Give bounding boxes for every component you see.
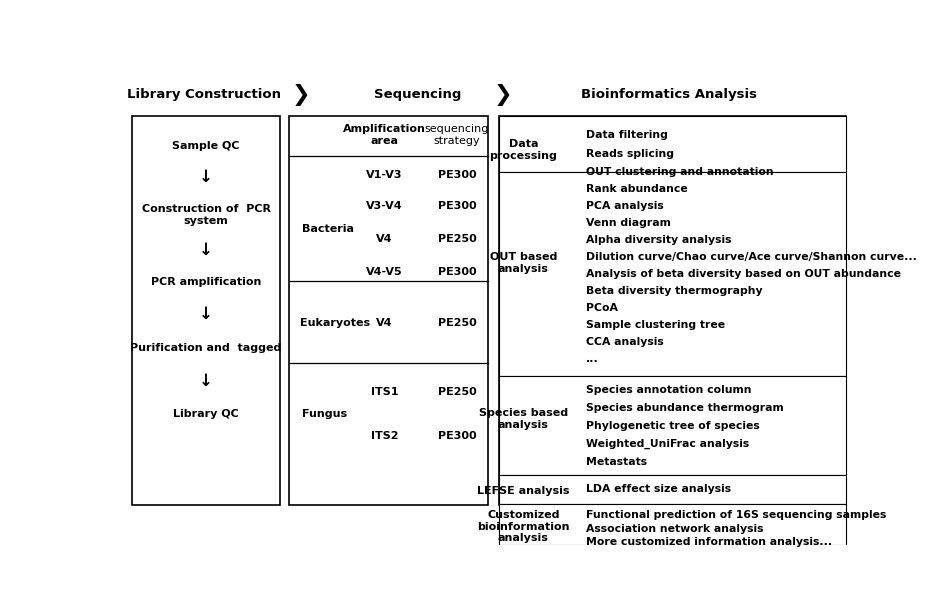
Bar [499,376,845,475]
Text: V4-V5: V4-V5 [367,267,403,277]
Text: PE300: PE300 [438,267,476,277]
Bar [499,173,845,376]
Text: More customized information analysis...: More customized information analysis... [586,537,832,547]
Text: OUT clustering and annotation: OUT clustering and annotation [586,168,774,177]
Bar [288,116,488,505]
Text: ↓: ↓ [199,168,213,186]
Text: Beta diversity thermography: Beta diversity thermography [586,286,763,296]
Text: Species annotation column: Species annotation column [586,385,751,395]
Text: Sequencing: Sequencing [374,88,462,101]
Text: ❯: ❯ [291,84,309,106]
Text: sequencing
strategy: sequencing strategy [425,124,489,146]
Text: ...: ... [586,354,599,364]
Text: ❯: ❯ [494,84,513,106]
Text: ITS2: ITS2 [371,431,398,441]
Text: LEFSE analysis: LEFSE analysis [477,487,569,496]
Text: OUT based
analysis: OUT based analysis [489,252,557,274]
Text: Fungus: Fungus [302,409,347,419]
Text: PE250: PE250 [438,234,476,244]
Text: Data
processing: Data processing [489,139,557,160]
Text: PE250: PE250 [438,387,476,397]
Text: Purification and  tagged: Purification and tagged [130,343,282,353]
Text: Sample QC: Sample QC [172,141,240,152]
Text: ITS1: ITS1 [371,387,398,397]
Text: ↓: ↓ [199,371,213,390]
Text: Metastats: Metastats [586,457,647,467]
Text: Venn diagram: Venn diagram [586,218,671,228]
Text: V3-V4: V3-V4 [367,201,403,211]
Text: CCA analysis: CCA analysis [586,337,664,346]
Text: ↓: ↓ [199,241,213,259]
Text: PE250: PE250 [438,318,476,328]
Text: Reads splicing: Reads splicing [586,149,674,159]
Text: Analysis of beta diversity based on OUT abundance: Analysis of beta diversity based on OUT … [586,269,901,278]
Text: PE300: PE300 [438,201,476,211]
Bar [499,116,845,505]
Text: PCR amplification: PCR amplification [150,277,261,287]
Text: Phylogenetic tree of species: Phylogenetic tree of species [586,421,760,431]
Text: Library QC: Library QC [173,409,239,419]
Text: Bioinformatics Analysis: Bioinformatics Analysis [581,88,757,101]
Bar [499,116,845,173]
Text: Construction of  PCR
system: Construction of PCR system [142,204,270,226]
Text: Sample clustering tree: Sample clustering tree [586,319,725,330]
Text: V4: V4 [376,234,393,244]
Bar [132,116,280,505]
Text: Bacteria: Bacteria [302,224,354,234]
Text: Library Construction: Library Construction [127,88,281,101]
Text: Species based
analysis: Species based analysis [479,408,568,430]
Text: Dilution curve/Chao curve/Ace curve/Shannon curve...: Dilution curve/Chao curve/Ace curve/Shan… [586,252,917,262]
Text: PCoA: PCoA [586,303,618,313]
Text: Functional prediction of 16S sequencing samples: Functional prediction of 16S sequencing … [586,510,886,520]
Text: Customized
bioinformation
analysis: Customized bioinformation analysis [477,510,569,543]
Bar [499,475,845,504]
Text: V4: V4 [376,318,393,328]
Bar [499,504,845,545]
Text: ↓: ↓ [199,305,213,323]
Text: Species abundance thermogram: Species abundance thermogram [586,403,783,413]
Text: Eukaryotes: Eukaryotes [300,318,370,328]
Text: PCA analysis: PCA analysis [586,201,664,211]
Text: LDA effect size analysis: LDA effect size analysis [586,484,731,494]
Text: Alpha diversity analysis: Alpha diversity analysis [586,235,731,245]
Text: Weighted_UniFrac analysis: Weighted_UniFrac analysis [586,439,749,449]
Text: Association network analysis: Association network analysis [586,524,764,534]
Text: PE300: PE300 [438,170,476,180]
Text: PE300: PE300 [438,431,476,441]
Text: V1-V3: V1-V3 [367,170,403,180]
Text: Amplification
area: Amplification area [343,124,426,146]
Text: Data filtering: Data filtering [586,130,668,140]
Text: Rank abundance: Rank abundance [586,184,687,194]
